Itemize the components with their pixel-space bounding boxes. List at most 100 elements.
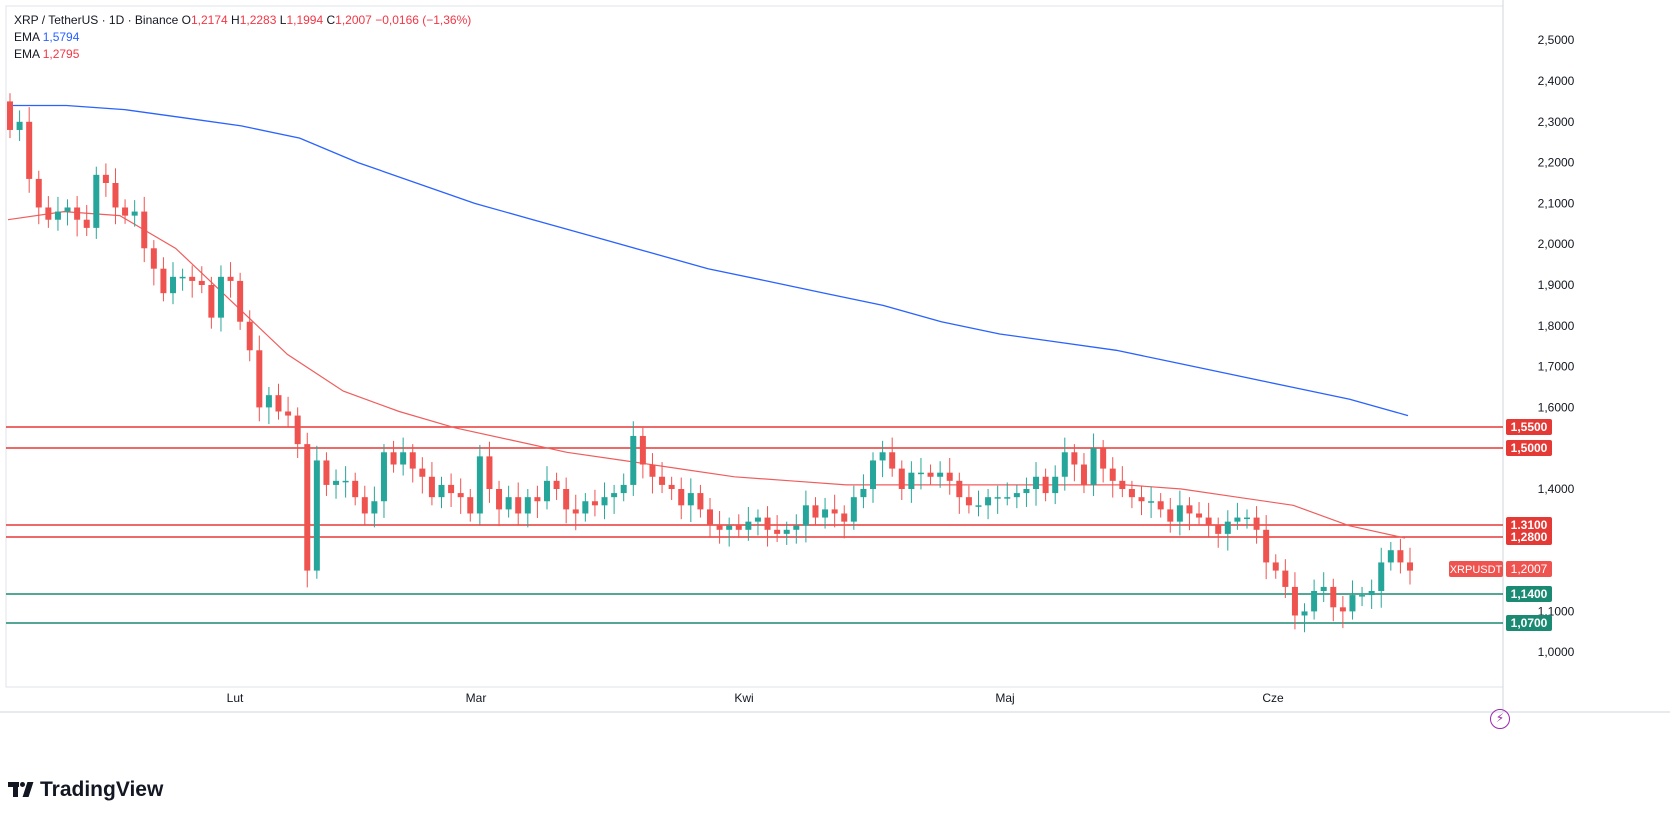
candle-body[interactable] [975,505,982,507]
candle-body[interactable] [1167,509,1174,522]
candle-body[interactable] [1100,448,1107,469]
candle-body[interactable] [524,497,531,514]
candle-body[interactable] [237,280,244,322]
candle-body[interactable] [1071,452,1078,465]
candle-body[interactable] [1186,505,1193,514]
candle-body[interactable] [476,456,483,514]
candle-body[interactable] [285,411,292,416]
candle-body[interactable] [754,517,761,522]
candle-body[interactable] [985,497,992,506]
candle-body[interactable] [716,525,723,530]
candle-body[interactable] [707,509,713,526]
candle-body[interactable] [1148,501,1155,503]
candle-body[interactable] [965,497,972,506]
candle-body[interactable] [1138,497,1145,502]
candle-body[interactable] [611,493,618,498]
candle-body[interactable] [333,480,340,485]
candle-body[interactable] [352,480,359,498]
candle-body[interactable] [438,484,445,498]
candle-body[interactable] [256,350,263,408]
candle-body[interactable] [16,121,23,130]
candle-body[interactable] [496,489,503,510]
candle-body[interactable] [419,468,426,477]
lightning-icon[interactable]: ⚡ [1490,709,1510,729]
candle-body[interactable] [93,174,100,228]
candle-body[interactable] [1176,505,1183,522]
candle-body[interactable] [927,472,934,477]
candle-body[interactable] [170,276,177,294]
candle-body[interactable] [1013,493,1020,498]
candle-body[interactable] [630,435,637,485]
candle-body[interactable] [1090,448,1097,485]
candle-body[interactable] [1224,521,1231,534]
candle-body[interactable] [879,452,886,461]
candle-body[interactable] [198,280,205,285]
candle-body[interactable] [946,472,953,481]
candle-body[interactable] [361,497,368,514]
candle-body[interactable] [601,497,608,506]
candle-body[interactable] [1272,562,1279,571]
candle-body[interactable] [83,219,90,228]
candle-body[interactable] [1052,476,1059,494]
candle-body[interactable] [1042,476,1049,494]
candle-body[interactable] [515,497,522,514]
candle-body[interactable] [822,509,829,518]
candle-body[interactable] [1387,550,1394,563]
candle-body[interactable] [649,464,656,477]
candle-body[interactable] [342,480,349,483]
candle-body[interactable] [860,489,867,498]
candle-body[interactable] [956,480,963,498]
candle-body[interactable] [457,493,464,498]
candle-body[interactable] [122,207,129,216]
candle-body[interactable] [1157,501,1164,510]
candle-body[interactable] [1407,562,1413,571]
candle-body[interactable] [726,525,733,530]
candle-body[interactable] [1061,452,1068,477]
candle-body[interactable] [1205,517,1212,526]
candle-body[interactable] [889,452,896,469]
candle-body[interactable] [870,460,877,489]
candle-body[interactable] [1023,489,1030,494]
candle-body[interactable] [1215,525,1222,534]
candle-body[interactable] [620,484,627,494]
candle-body[interactable] [831,509,838,514]
candle-body[interactable] [668,484,675,489]
candle-body[interactable] [150,248,157,269]
candle-body[interactable] [141,211,148,249]
candle-body[interactable] [208,285,215,318]
candle-body[interactable] [898,468,905,489]
candle-body[interactable] [1282,570,1289,587]
candle-body[interactable] [745,521,752,530]
candle-body[interactable] [189,276,196,281]
candle-body[interactable] [553,480,560,489]
candle-body[interactable] [323,460,330,485]
candle-body[interactable] [1263,529,1270,563]
legend-ema-long-row[interactable]: EMA 1,5794 [14,29,471,46]
candle-body[interactable] [1320,586,1327,591]
candle-body[interactable] [448,484,455,494]
candle-body[interactable] [937,472,944,477]
candle-body[interactable] [380,452,387,502]
candle-body[interactable] [35,178,42,208]
candle-body[interactable] [1004,497,1011,499]
candle-body[interactable] [802,505,809,526]
candle-body[interactable] [486,456,493,489]
candle-body[interactable] [543,480,550,502]
candle-body[interactable] [313,460,320,571]
candle-body[interactable] [1109,468,1116,481]
candle-body[interactable] [74,207,81,220]
candle-body[interactable] [812,505,819,518]
candle-body[interactable] [994,497,1001,499]
candle-body[interactable] [400,452,407,465]
candle-body[interactable] [908,472,915,489]
candle-body[interactable] [390,452,397,465]
legend-ema-short-row[interactable]: EMA 1,2795 [14,46,471,63]
candle-body[interactable] [1359,595,1366,597]
candle-body[interactable] [467,497,474,514]
candle-body[interactable] [572,509,579,514]
candle-body[interactable] [639,435,646,465]
candle-body[interactable] [1339,607,1346,612]
candle-body[interactable] [26,121,33,179]
candle-body[interactable] [246,321,253,351]
